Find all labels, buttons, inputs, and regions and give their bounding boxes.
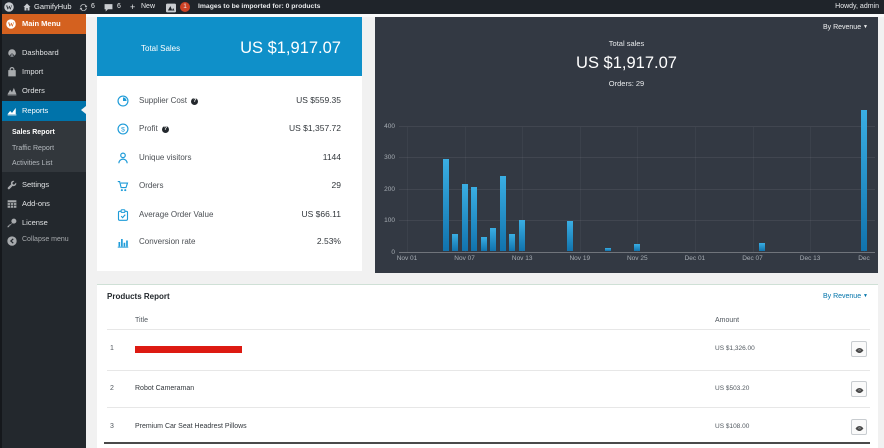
svg-text:W: W: [8, 21, 15, 28]
svg-text:$: $: [121, 126, 125, 133]
svg-text:W: W: [6, 4, 13, 11]
